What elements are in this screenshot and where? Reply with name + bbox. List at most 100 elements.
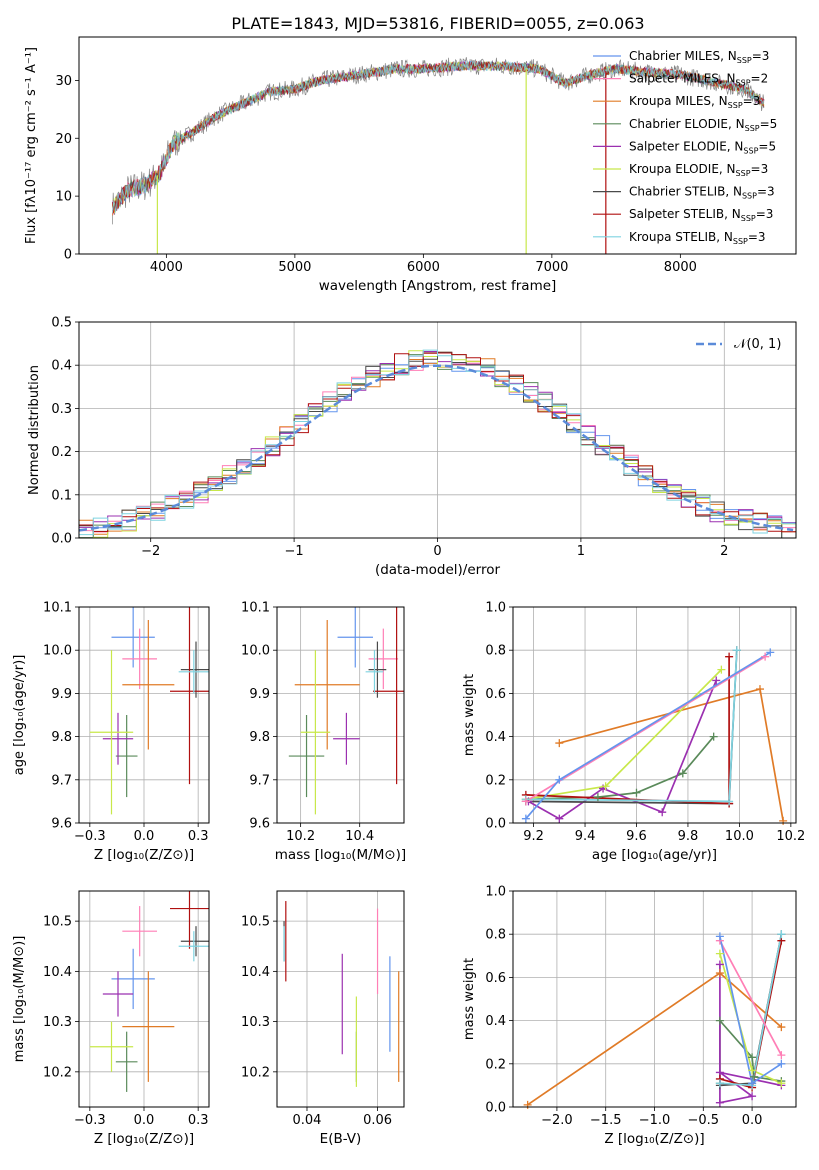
- y-tick-label: 0.6: [485, 971, 506, 986]
- y-axis-label: age [log₁₀(age/yr)]: [12, 655, 27, 776]
- legend-entry: Salpeter MILES, NSSP=2: [629, 72, 768, 88]
- y-tick-label: 10.3: [43, 1015, 72, 1030]
- weight-marker-chabrier-miles: [715, 932, 724, 941]
- y-tick-label: 0: [64, 248, 72, 263]
- axes-frame: [78, 36, 797, 255]
- y-tick-label: 0.8: [485, 644, 506, 659]
- weight-marker-kroupa-stelib: [725, 797, 734, 806]
- legend-entry: Chabrier ELODIE, NSSP=5: [629, 117, 777, 133]
- axes-frame: [512, 606, 797, 824]
- y-tick-label: 9.6: [51, 817, 72, 832]
- panel-massweight-vs-age: 9.2 9.4 9.6 9.8 10.0 10.2 0.0 0.2 0.4 0.6 0.8 1.0 ag…: [462, 601, 805, 864]
- y-tick-label: 10.2: [43, 1065, 72, 1080]
- legend-entry: Chabrier STELIB, NSSP=3: [629, 185, 775, 201]
- weight-marker-chabrier-elodie: [748, 1053, 757, 1062]
- weight-line-salpeter-miles: [719, 940, 783, 1056]
- plot-area-age-vs-mass: [288, 607, 404, 815]
- x-axis-label: (data-model)/error: [375, 562, 501, 578]
- y-tick-label: 0.2: [485, 1057, 506, 1072]
- y-tick-label: 0.4: [485, 1014, 506, 1029]
- x-tick-label: 10.2: [286, 829, 315, 844]
- weight-marker-salpeter-elodie: [555, 814, 564, 823]
- plot-area-residuals: [79, 349, 796, 538]
- panel-mass-vs-Z: −0.3 0.0 0.3 10.2 10.3 10.4 10.5 Z [log₁₀(Z/Z⊙)…: [12, 890, 210, 1147]
- y-tick-label: 0.0: [51, 532, 72, 547]
- x-tick-label: 8000: [664, 260, 697, 275]
- weight-marker-kroupa-miles: [779, 816, 788, 825]
- weight-marker-kroupa-miles: [777, 1023, 786, 1032]
- x-tick-label: 9.6: [626, 829, 647, 844]
- x-tick-label: 6000: [407, 260, 440, 275]
- weight-marker-chabrier-miles: [521, 814, 530, 823]
- y-tick-label: 10.1: [43, 601, 72, 616]
- x-tick-label: 10.4: [345, 829, 374, 844]
- y-tick-label: 0.4: [51, 359, 72, 374]
- weight-marker-kroupa-miles: [523, 1100, 532, 1109]
- weight-marker-kroupa-elodie: [601, 782, 610, 791]
- weight-marker-salpeter-elodie: [658, 808, 667, 817]
- spectrum-legend: Chabrier MILES, NSSP=3 Salpeter MILES, NS…: [593, 49, 777, 246]
- weight-line-salpeter-miles: [525, 655, 766, 803]
- y-axis-label: mass weight: [462, 958, 477, 1040]
- x-tick-label: −0.3: [74, 829, 106, 844]
- y-tick-label: 10: [55, 190, 72, 205]
- axes-frame: [276, 890, 405, 1108]
- y-tick-label: 0.3: [51, 402, 72, 417]
- x-axis-label: Z [log₁₀(Z/Z⊙)]: [604, 1131, 704, 1147]
- y-tick-label: 0.1: [51, 488, 72, 503]
- x-tick-label: 0.3: [188, 829, 209, 844]
- y-tick-label: 0.0: [485, 817, 506, 832]
- x-tick-label: 7000: [535, 260, 568, 275]
- x-tick-label: 9.4: [575, 829, 596, 844]
- legend-entry: Kroupa ELODIE, NSSP=3: [629, 162, 768, 178]
- y-tick-label: 10.0: [43, 644, 72, 659]
- x-tick-label: −1: [285, 544, 304, 559]
- y-axis-label: Flux [fλ10⁻¹⁷ erg cm⁻² s⁻¹ A⁻¹]: [24, 47, 39, 244]
- weight-marker-salpeter-elodie: [715, 960, 724, 969]
- weight-marker-kroupa-elodie: [777, 1079, 786, 1088]
- weight-marker-chabrier-elodie: [715, 1016, 724, 1025]
- weight-marker-salpeter-elodie: [712, 676, 721, 685]
- panel-age-vs-Z: −0.3 0.0 0.3 9.6 9.7 9.8 9.9 10.0 10.1 Z [log₁₀(Z…: [12, 601, 210, 863]
- panel-mass-vs-EBV: 0.04 0.06 10.2 10.3 10.4 10.5 E(B-V): [241, 890, 405, 1147]
- x-tick-label: −0.5: [688, 1113, 720, 1128]
- weight-marker-chabrier-elodie: [593, 793, 602, 802]
- x-tick-label: −0.3: [74, 1113, 106, 1128]
- weight-marker-salpeter-stelib: [725, 652, 734, 661]
- legend-entry: Salpeter ELODIE, NSSP=5: [629, 139, 776, 155]
- x-axis-label: mass [log₁₀(M/M⊙)]: [275, 847, 406, 863]
- y-tick-label: 9.7: [51, 773, 72, 788]
- legend-entry: Kroupa STELIB, NSSP=3: [629, 230, 766, 246]
- y-tick-label: 0.6: [485, 687, 506, 702]
- weight-marker-kroupa-elodie: [748, 1066, 757, 1075]
- weight-marker-kroupa-elodie: [717, 665, 726, 674]
- x-tick-label: 0.0: [742, 1113, 763, 1128]
- weight-marker-kroupa-elodie: [715, 949, 724, 958]
- plot-area-mass-vs-EBV: [283, 901, 400, 1087]
- legend-entry: 𝒩(0, 1): [734, 337, 781, 352]
- y-tick-label: 0.0: [485, 1101, 506, 1116]
- spectrum-model-line-kroupa-stelib: [112, 60, 765, 214]
- x-tick-label: 0.06: [363, 1113, 392, 1128]
- x-tick-label: 10.0: [725, 829, 754, 844]
- y-tick-label: 9.7: [249, 773, 270, 788]
- x-tick-label: 9.8: [678, 829, 699, 844]
- x-tick-label: −2: [141, 544, 160, 559]
- x-tick-label: 10.2: [776, 829, 805, 844]
- x-tick-label: −2.0: [541, 1113, 573, 1128]
- y-tick-label: 10.3: [241, 1015, 270, 1030]
- panel-age-vs-mass: 10.2 10.4 9.6 9.7 9.8 9.9 10.0 10.1 mass [log₁₀(…: [241, 601, 406, 864]
- weight-marker-salpeter-miles: [777, 1051, 786, 1060]
- x-axis-label: Z [log₁₀(Z/Z⊙)]: [94, 847, 194, 863]
- x-axis-label: wavelength [Angstrom, rest frame]: [319, 278, 557, 294]
- x-tick-label: 2: [720, 544, 728, 559]
- x-tick-label: 0.04: [293, 1113, 322, 1128]
- y-tick-label: 10.2: [241, 1065, 270, 1080]
- y-axis-label: Normed distribution: [27, 365, 42, 495]
- x-tick-label: 0: [433, 544, 441, 559]
- panel-residuals: −2 −1 0 1 2 0.0 0.1 0.2 0.3 0.4 0.5 (data-model)/er…: [27, 316, 797, 578]
- y-axis-label: mass weight: [462, 674, 477, 756]
- histogram-kroupa-elodie: [79, 350, 796, 538]
- weight-marker-kroupa-miles: [715, 969, 724, 978]
- y-tick-label: 10.4: [241, 965, 270, 980]
